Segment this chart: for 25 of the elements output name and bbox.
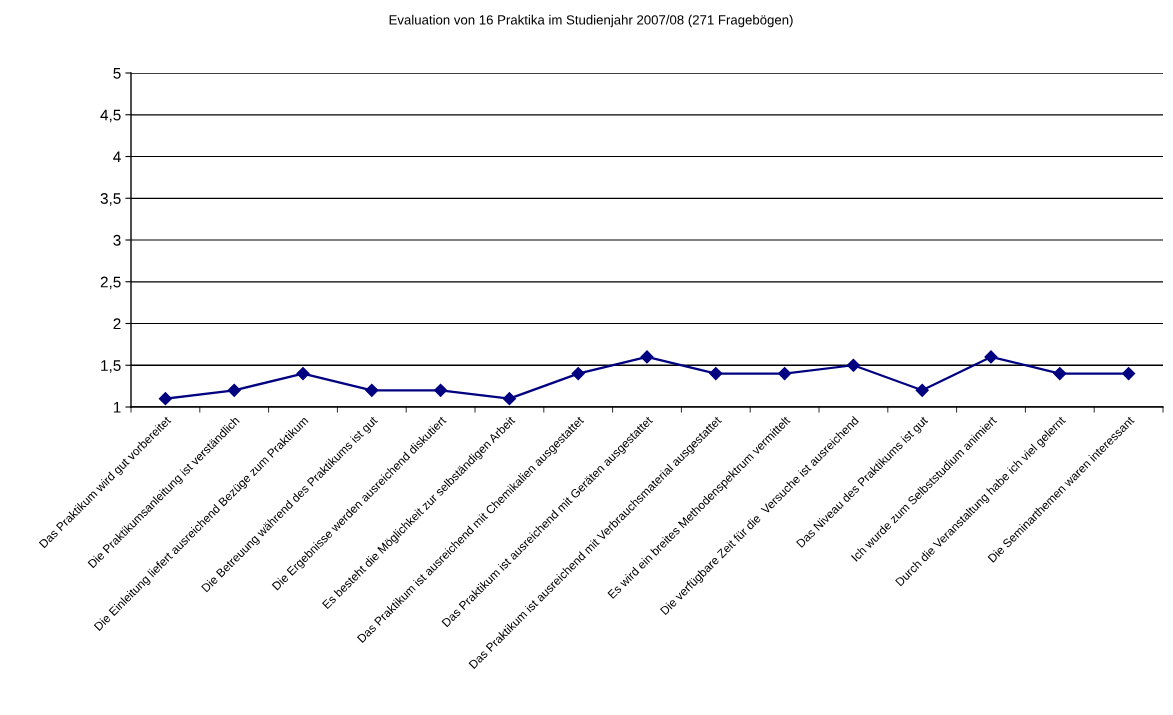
chart-title: Evaluation von 16 Praktika im Studienjahr 2007/08 (271 Fragebögen) <box>389 14 793 28</box>
point <box>502 392 516 406</box>
point <box>846 358 860 372</box>
point <box>915 383 929 397</box>
y-tick-label: 3 <box>113 234 121 246</box>
y-tick-label: 2,5 <box>100 276 121 290</box>
point <box>434 383 448 397</box>
y-tick-label: 4 <box>113 151 121 163</box>
point <box>1122 367 1136 381</box>
point <box>984 350 998 364</box>
point <box>640 350 654 364</box>
point <box>365 383 379 397</box>
y-tick-label: 5 <box>113 68 121 79</box>
point <box>778 367 792 381</box>
point <box>709 367 723 381</box>
y-tick-label: 4,5 <box>100 109 121 123</box>
y-tick-label: 1,5 <box>101 360 121 373</box>
y-tick-label: 1 <box>113 402 121 413</box>
point <box>1053 367 1067 381</box>
point <box>158 392 172 406</box>
y-tick-label: 3,5 <box>100 193 121 206</box>
y-tick-label: 2 <box>113 318 121 330</box>
point <box>571 367 585 381</box>
point <box>227 383 241 397</box>
point <box>296 367 310 381</box>
